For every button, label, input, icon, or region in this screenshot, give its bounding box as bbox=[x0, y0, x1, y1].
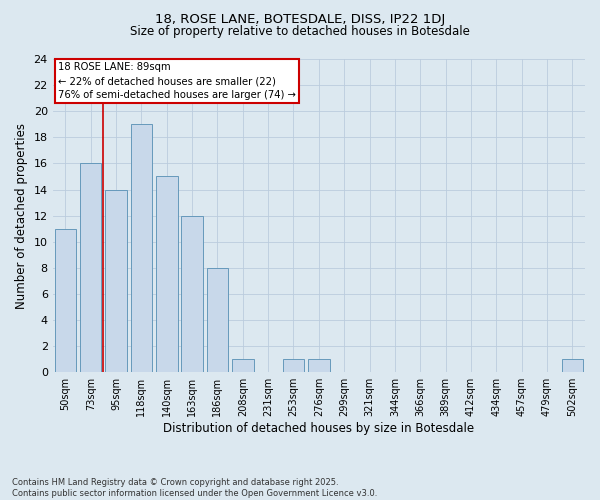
Text: Size of property relative to detached houses in Botesdale: Size of property relative to detached ho… bbox=[130, 25, 470, 38]
Text: Contains HM Land Registry data © Crown copyright and database right 2025.
Contai: Contains HM Land Registry data © Crown c… bbox=[12, 478, 377, 498]
Text: 18, ROSE LANE, BOTESDALE, DISS, IP22 1DJ: 18, ROSE LANE, BOTESDALE, DISS, IP22 1DJ bbox=[155, 12, 445, 26]
Bar bbox=[105, 190, 127, 372]
Bar bbox=[156, 176, 178, 372]
Bar bbox=[80, 164, 101, 372]
Bar bbox=[562, 359, 583, 372]
Bar bbox=[308, 359, 329, 372]
Bar bbox=[55, 228, 76, 372]
Bar bbox=[232, 359, 254, 372]
Bar bbox=[206, 268, 228, 372]
Bar bbox=[283, 359, 304, 372]
Text: 18 ROSE LANE: 89sqm
← 22% of detached houses are smaller (22)
76% of semi-detach: 18 ROSE LANE: 89sqm ← 22% of detached ho… bbox=[58, 62, 296, 100]
Bar bbox=[181, 216, 203, 372]
Bar bbox=[131, 124, 152, 372]
Y-axis label: Number of detached properties: Number of detached properties bbox=[15, 122, 28, 308]
X-axis label: Distribution of detached houses by size in Botesdale: Distribution of detached houses by size … bbox=[163, 422, 475, 435]
